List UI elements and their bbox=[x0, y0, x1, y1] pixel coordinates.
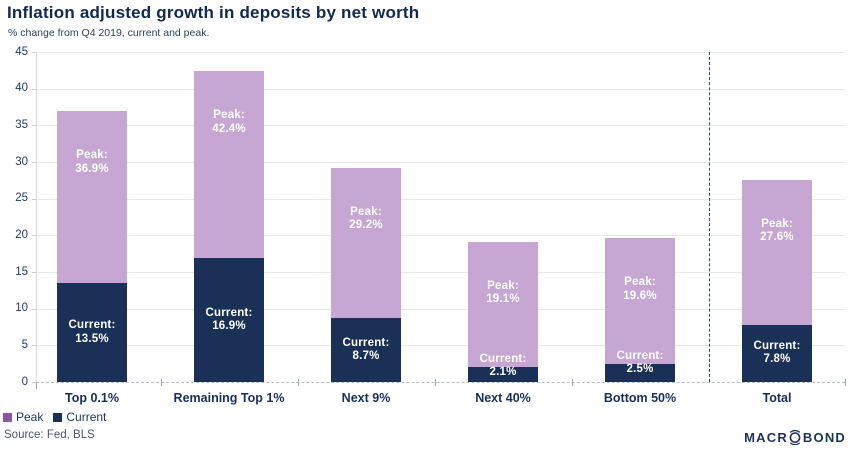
current-value-label-next-9: Current: 8.7% bbox=[342, 336, 390, 363]
gridline-30 bbox=[36, 162, 845, 163]
logo-text-right: BOND bbox=[802, 429, 846, 445]
y-tick-0 bbox=[32, 382, 36, 383]
legend: Peak Current bbox=[3, 410, 106, 424]
legend-item-current: Current bbox=[53, 410, 106, 424]
y-tick-label-0: 0 bbox=[21, 375, 28, 388]
gridline-35 bbox=[36, 125, 845, 127]
gridline-25 bbox=[36, 198, 845, 200]
y-tick-5 bbox=[32, 345, 36, 347]
peak-value-label-total: Peak: 27.6% bbox=[760, 217, 794, 244]
y-tick-35 bbox=[32, 125, 36, 127]
category-boundary-tick-1 bbox=[160, 379, 162, 386]
y-tick-10 bbox=[32, 308, 36, 310]
bar-current-bottom-50 bbox=[605, 363, 675, 382]
bar-current-total bbox=[742, 324, 812, 382]
y-tick-45 bbox=[32, 52, 36, 53]
y-tick-30 bbox=[32, 162, 36, 163]
y-tick-label-5: 5 bbox=[21, 338, 28, 351]
chart-subtitle: % change from Q4 2019, current and peak. bbox=[8, 27, 210, 39]
legend-item-peak: Peak bbox=[3, 410, 43, 424]
category-boundary-tick-3 bbox=[434, 379, 436, 386]
category-boundary-tick-4 bbox=[571, 379, 573, 386]
current-value-label-next-40: Current: 2.1% bbox=[479, 352, 527, 379]
peak-value-label-bottom-50: Peak: 19.6% bbox=[623, 276, 657, 302]
category-label-total: Total bbox=[762, 391, 792, 405]
y-axis-line bbox=[36, 52, 37, 382]
y-tick-40 bbox=[32, 88, 36, 90]
current-value-label-remaining-top-1: Current: 16.9% bbox=[205, 306, 253, 333]
gridline-10 bbox=[36, 308, 845, 310]
gridline-20 bbox=[36, 235, 845, 237]
y-tick-20 bbox=[32, 235, 36, 237]
category-boundary-tick-2 bbox=[297, 379, 299, 386]
x-axis-origin-tick bbox=[36, 382, 37, 389]
current-swatch-icon bbox=[53, 412, 63, 422]
category-label-bottom-50: Bottom 50% bbox=[603, 391, 677, 405]
category-label-next-40: Next 40% bbox=[475, 391, 531, 405]
category-label-remaining-top-1: Remaining Top 1% bbox=[173, 391, 285, 405]
zero-baseline bbox=[36, 382, 845, 383]
y-tick-label-45: 45 bbox=[15, 45, 28, 58]
gridline-15 bbox=[36, 272, 845, 273]
peak-value-label-next-9: Peak: 29.2% bbox=[349, 205, 383, 232]
category-boundary-tick-6 bbox=[844, 379, 846, 386]
y-tick-label-10: 10 bbox=[15, 302, 28, 315]
peak-value-label-next-40: Peak: 19.1% bbox=[486, 279, 520, 306]
bar-peak-next-40 bbox=[468, 241, 538, 382]
y-tick-15 bbox=[32, 272, 36, 273]
current-value-label-top-0-1: Current: 13.5% bbox=[68, 319, 116, 345]
macrobond-logo: MACR BOND bbox=[744, 429, 846, 446]
peak-value-label-remaining-top-1: Peak: 42.4% bbox=[212, 109, 246, 135]
bar-current-next-40 bbox=[468, 366, 538, 382]
bar-current-top-0-1 bbox=[57, 283, 127, 382]
y-tick-25 bbox=[32, 198, 36, 200]
legend-label-current: Current bbox=[66, 410, 107, 424]
y-tick-label-40: 40 bbox=[15, 82, 28, 95]
legend-label-peak: Peak bbox=[16, 410, 44, 424]
source-note: Source: Fed, BLS bbox=[4, 429, 95, 441]
bar-current-next-9 bbox=[331, 318, 401, 382]
bar-peak-bottom-50 bbox=[605, 238, 675, 382]
y-tick-label-25: 25 bbox=[15, 192, 28, 205]
total-separator-line bbox=[708, 52, 710, 382]
bar-current-remaining-top-1 bbox=[194, 258, 264, 382]
gridline-5 bbox=[36, 345, 845, 347]
y-tick-label-35: 35 bbox=[15, 118, 28, 131]
category-label-next-9: Next 9% bbox=[341, 391, 391, 405]
y-tick-label-15: 15 bbox=[15, 265, 28, 278]
category-label-top-0-1: Top 0.1% bbox=[65, 391, 119, 405]
logo-text-left: MACR bbox=[744, 429, 788, 445]
chart-title: Inflation adjusted growth in deposits by… bbox=[7, 3, 420, 22]
gridline-45 bbox=[36, 52, 845, 53]
y-tick-label-30: 30 bbox=[15, 155, 28, 168]
peak-value-label-top-0-1: Peak: 36.9% bbox=[75, 149, 109, 175]
current-value-label-total: Current: 7.8% bbox=[753, 339, 801, 366]
current-value-label-bottom-50: Current: 2.5% bbox=[616, 349, 664, 376]
peak-swatch-icon bbox=[3, 412, 12, 422]
gridline-40 bbox=[36, 88, 845, 90]
y-tick-label-20: 20 bbox=[15, 228, 28, 241]
orbit-o-icon bbox=[788, 429, 802, 446]
